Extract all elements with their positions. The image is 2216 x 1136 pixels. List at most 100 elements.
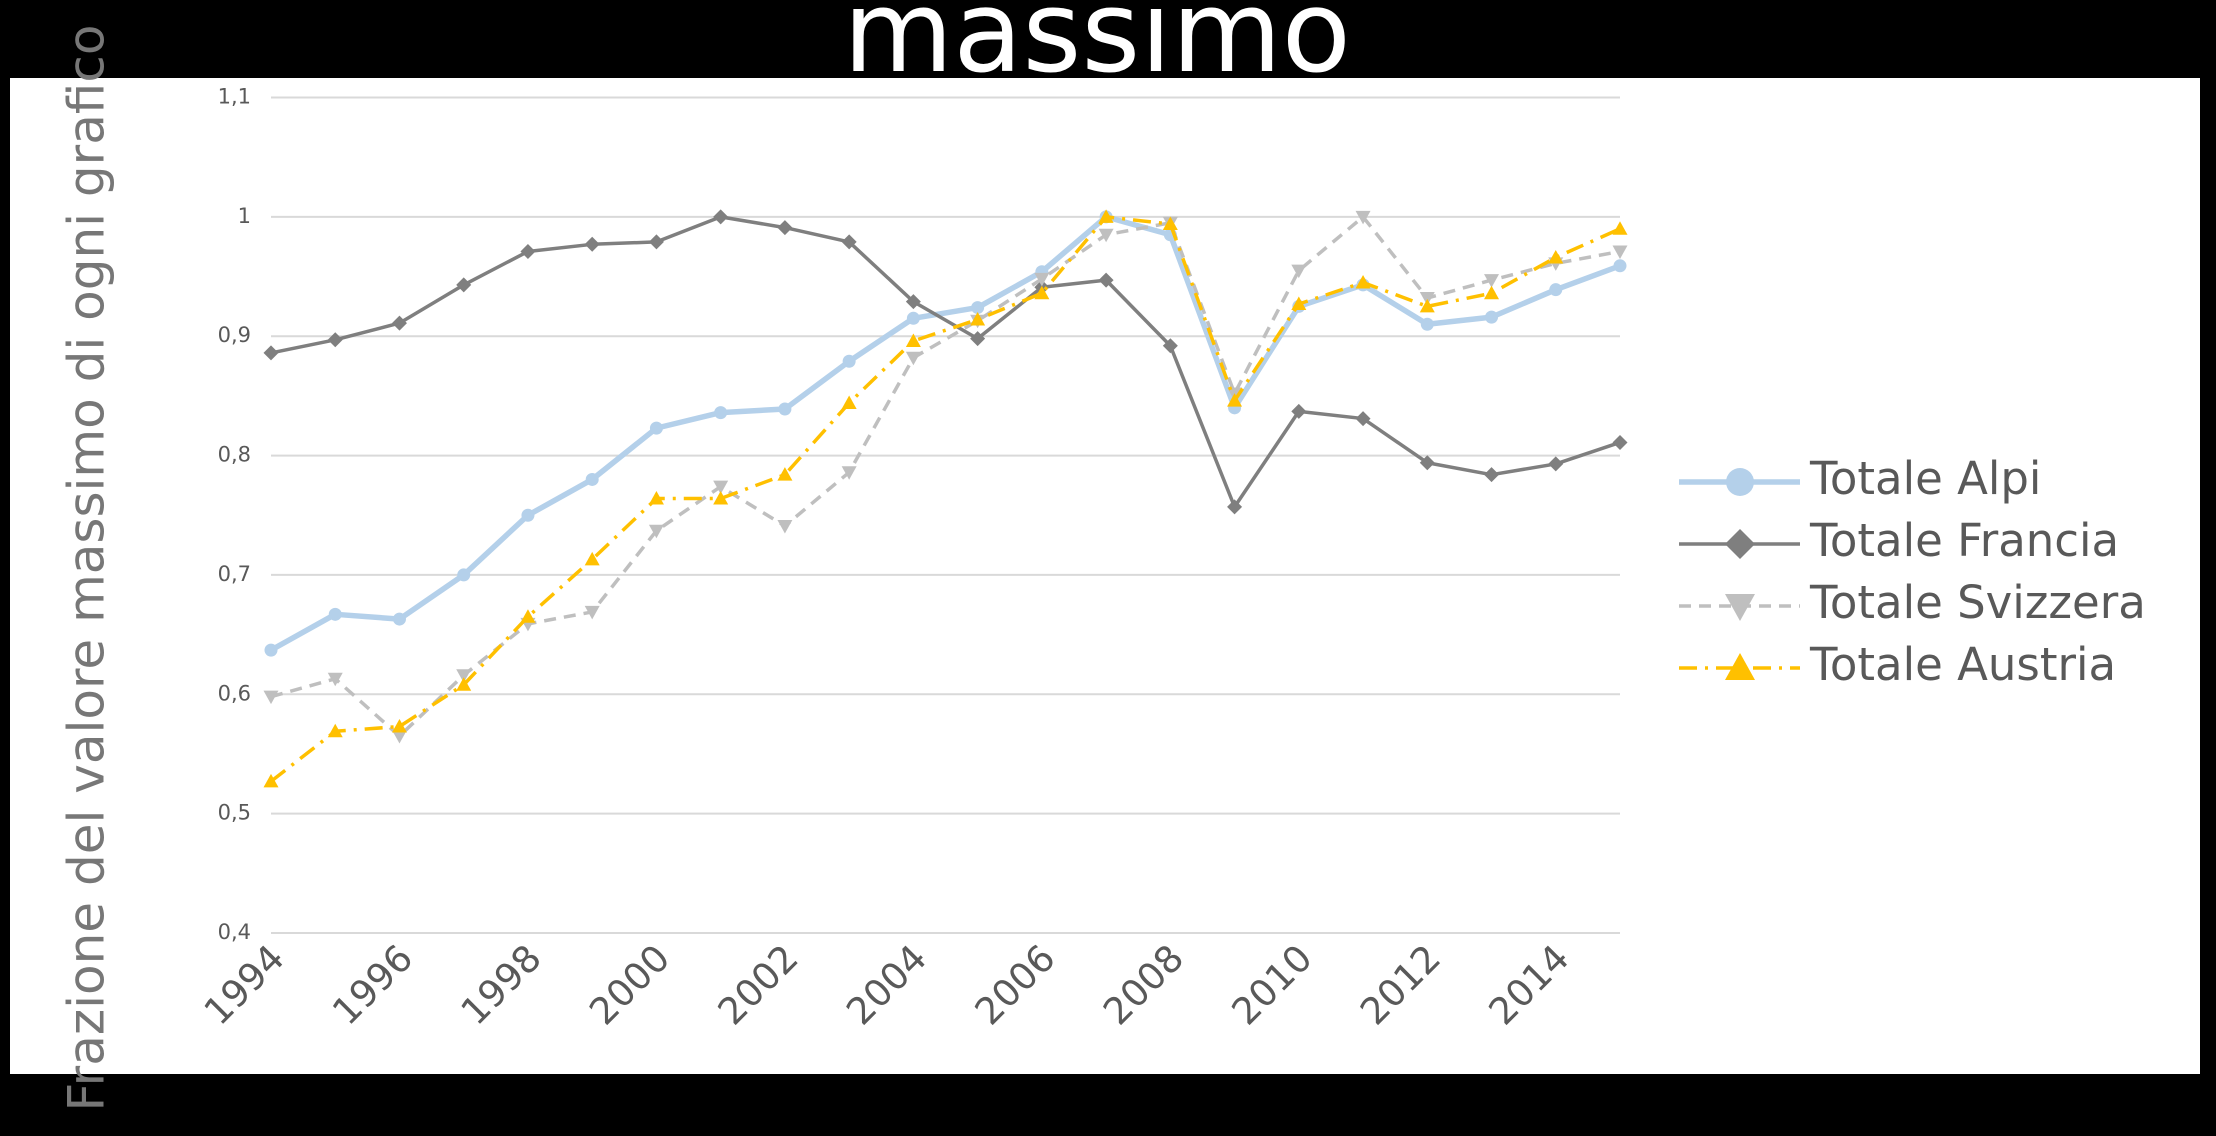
- y-tick-label: 0,6: [218, 681, 251, 705]
- marker: [520, 243, 536, 259]
- marker: [391, 719, 407, 733]
- chart-area: [10, 78, 2200, 1074]
- legend-marker: [1726, 468, 1754, 496]
- marker: [1484, 274, 1500, 288]
- marker: [584, 551, 600, 566]
- marker: [391, 315, 407, 331]
- marker: [585, 472, 599, 486]
- legend-label: Totale Svizzera: [1809, 576, 2146, 629]
- marker: [1098, 272, 1114, 288]
- marker: [648, 491, 664, 505]
- legend-marker: [1725, 594, 1755, 621]
- legend-label: Totale Alpi: [1809, 452, 2041, 505]
- marker: [1548, 249, 1564, 264]
- marker: [392, 612, 406, 626]
- marker: [1034, 285, 1050, 300]
- marker: [1419, 292, 1435, 306]
- y-tick-label: 0,4: [218, 920, 251, 944]
- marker: [841, 466, 857, 480]
- marker: [327, 723, 343, 738]
- marker: [456, 277, 472, 293]
- marker: [1612, 245, 1628, 259]
- legend-marker: [1725, 529, 1755, 559]
- marker: [1419, 298, 1435, 313]
- y-tick-label: 1: [238, 204, 251, 228]
- marker: [777, 519, 793, 534]
- marker: [905, 351, 921, 366]
- marker: [841, 395, 857, 410]
- marker: [906, 311, 920, 325]
- marker: [1162, 338, 1178, 354]
- marker: [1291, 264, 1307, 279]
- y-tick-label: 1,1: [218, 85, 251, 109]
- marker: [970, 331, 986, 347]
- marker: [778, 402, 792, 416]
- marker: [713, 491, 729, 505]
- legend-label: Totale Francia: [1809, 514, 2119, 567]
- marker: [713, 480, 729, 495]
- marker: [1612, 221, 1628, 235]
- legend-label: Totale Austria: [1809, 638, 2116, 691]
- series-line: [269, 214, 1621, 653]
- marker: [1613, 259, 1627, 273]
- chart-title: massimo: [843, 0, 1351, 98]
- marker: [1291, 296, 1307, 310]
- legend-marker: [1725, 653, 1755, 680]
- marker: [1355, 275, 1371, 289]
- marker: [391, 730, 407, 744]
- series-line: [270, 215, 1621, 509]
- marker: [456, 677, 472, 691]
- marker: [521, 508, 535, 522]
- marker: [1612, 434, 1628, 450]
- marker: [1419, 455, 1435, 471]
- marker: [263, 345, 279, 361]
- marker: [1162, 216, 1178, 231]
- y-tick-label: 0,7: [218, 562, 251, 586]
- y-tick-label: 0,9: [218, 323, 251, 347]
- marker: [263, 773, 279, 788]
- marker: [905, 294, 921, 310]
- marker: [1098, 228, 1114, 243]
- marker: [1548, 456, 1564, 472]
- marker: [584, 605, 600, 620]
- marker: [970, 312, 986, 326]
- marker: [1355, 210, 1371, 225]
- marker: [584, 236, 600, 252]
- marker: [1484, 285, 1500, 300]
- marker: [1227, 499, 1243, 515]
- marker: [841, 234, 857, 250]
- marker: [1227, 393, 1243, 407]
- marker: [1355, 411, 1371, 427]
- marker: [263, 690, 279, 705]
- marker: [1485, 310, 1499, 324]
- marker: [648, 524, 664, 539]
- marker: [713, 209, 729, 225]
- marker: [1291, 403, 1307, 419]
- marker: [649, 421, 663, 435]
- y-tick-label: 0,5: [218, 801, 251, 825]
- series-line: [269, 215, 1621, 783]
- marker: [327, 332, 343, 348]
- marker: [328, 607, 342, 621]
- marker: [456, 669, 472, 683]
- marker: [1034, 272, 1050, 287]
- marker: [971, 301, 985, 315]
- marker: [264, 643, 278, 657]
- marker: [777, 220, 793, 236]
- marker: [1484, 467, 1500, 483]
- marker: [905, 333, 921, 347]
- marker: [457, 568, 471, 582]
- marker: [1420, 317, 1434, 331]
- y-tick-label: 0,8: [218, 443, 251, 467]
- marker: [327, 672, 343, 687]
- marker: [648, 234, 664, 250]
- marker: [1098, 209, 1114, 223]
- marker: [1549, 283, 1563, 297]
- marker: [714, 406, 728, 420]
- y-axis-label: Frazione del valore massimo di ogni graf…: [58, 25, 116, 1112]
- marker: [520, 609, 536, 623]
- marker: [777, 467, 793, 481]
- marker: [842, 354, 856, 368]
